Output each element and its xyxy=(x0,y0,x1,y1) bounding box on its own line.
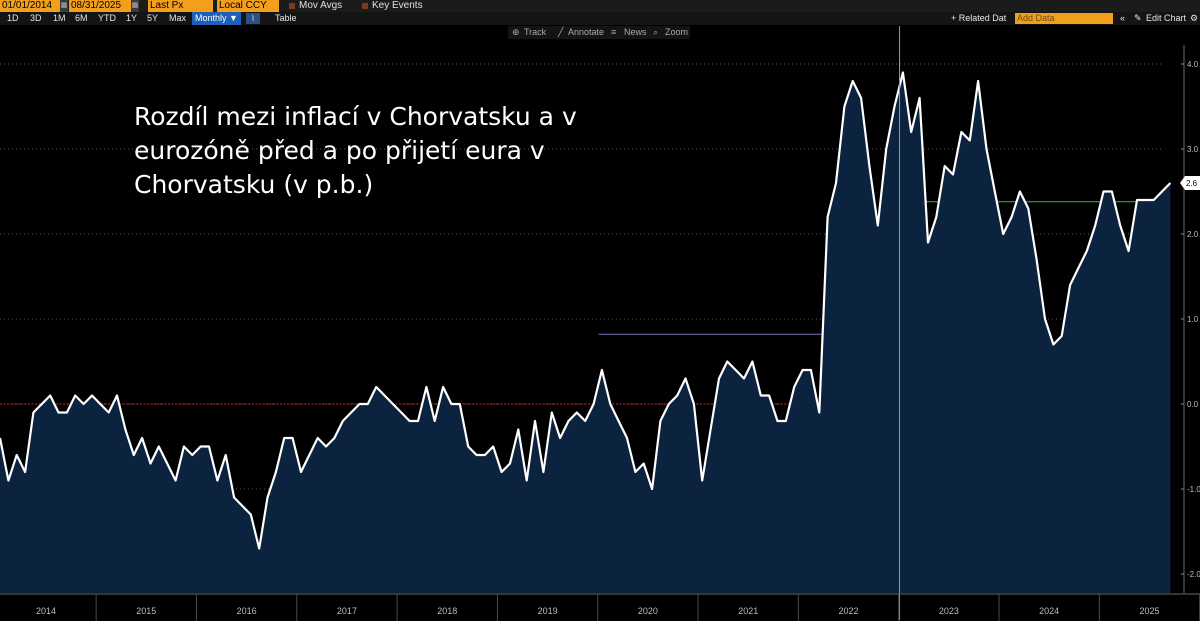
series-line xyxy=(0,71,1172,550)
frequency-select[interactable]: Monthly ▼ xyxy=(192,12,241,25)
period-6m-button[interactable]: 6M xyxy=(75,13,88,23)
series-area-fill xyxy=(0,72,1171,593)
x-tick-label: 2018 xyxy=(437,606,457,616)
end-date-field[interactable]: 08/31/2025 xyxy=(69,0,131,12)
news-icon: ≡ xyxy=(611,27,617,37)
end-date-dropdown-icon[interactable]: ▦ xyxy=(131,0,139,12)
top-toolbar: 01/01/2014 ▦ 08/31/2025 ▦ Last Px Local … xyxy=(0,0,1200,12)
y-tick-label: 2.0 xyxy=(1187,230,1199,239)
x-axis: 2014 2015 2016 2017 2018 2019 2020 2021 2022 2023… xyxy=(0,593,1200,621)
annotate-icon: ╱ xyxy=(558,27,564,37)
last-value-badge xyxy=(1180,176,1200,190)
x-tick-label: 2017 xyxy=(337,606,357,616)
settings-gear-icon[interactable]: ⚙ xyxy=(1190,13,1199,23)
zoom-button[interactable]: Zoom xyxy=(665,27,689,37)
mov-avgs-icon xyxy=(289,3,295,9)
key-events-icon xyxy=(362,3,368,9)
collapse-icon[interactable]: « xyxy=(1120,13,1126,23)
y-tick-label: -2.0 xyxy=(1187,570,1200,579)
news-button[interactable]: News xyxy=(624,27,647,37)
track-icon: ⊕ xyxy=(512,27,520,37)
period-1m-button[interactable]: 1M xyxy=(53,13,66,23)
price-field-select[interactable]: Last Px xyxy=(148,0,213,12)
edit-chart-button[interactable]: Edit Chart xyxy=(1146,13,1187,23)
currency-select[interactable]: Local CCY xyxy=(217,0,279,12)
edit-chart-icon[interactable]: ✎ xyxy=(1134,13,1142,23)
period-ytd-button[interactable]: YTD xyxy=(98,13,116,23)
y-tick-label: 4.0 xyxy=(1187,60,1199,69)
add-data-input[interactable]: Add Data xyxy=(1015,13,1113,24)
last-value-text: 2.6 xyxy=(1186,179,1198,188)
start-date-dropdown-icon[interactable]: ▦ xyxy=(60,0,68,12)
mov-avgs-button[interactable]: Mov Avgs xyxy=(299,0,343,11)
period-1y-button[interactable]: 1Y xyxy=(126,13,138,23)
zoom-icon: ⌕ xyxy=(653,27,659,37)
y-tick-label: 3.0 xyxy=(1187,145,1199,154)
y-tick-label: -1.0 xyxy=(1187,485,1200,494)
x-tick-label: 2015 xyxy=(136,606,156,616)
y-axis: -2.0 -1.0 0.0 1.0 2.0 3.0 4.0 xyxy=(1181,45,1200,593)
period-1d-button[interactable]: 1D xyxy=(7,13,19,23)
table-button[interactable]: Table xyxy=(275,13,297,23)
chart-tools-bar: ⊕ Track ╱ Annotate ≡ News ⌕ Zoom xyxy=(508,26,690,39)
x-tick-label: 2025 xyxy=(1139,606,1159,616)
x-tick-label: 2024 xyxy=(1039,606,1059,616)
chart-type-icon[interactable]: ⌇ xyxy=(246,13,260,24)
x-tick-label: 2023 xyxy=(939,606,959,616)
x-tick-label: 2022 xyxy=(839,606,859,616)
x-tick-label: 2020 xyxy=(638,606,658,616)
x-tick-label: 2019 xyxy=(538,606,558,616)
period-5y-button[interactable]: 5Y xyxy=(147,13,159,23)
start-date-field[interactable]: 01/01/2014 xyxy=(0,0,60,12)
last-value-label: 2.6 xyxy=(1180,176,1200,190)
y-tick-label: 1.0 xyxy=(1187,315,1199,324)
key-events-button[interactable]: Key Events xyxy=(372,0,423,11)
period-toolbar: 1D 3D 1M 6M YTD 1Y 5Y Max Monthly ▼ ⌇ Ta… xyxy=(0,12,1200,25)
annotate-button[interactable]: Annotate xyxy=(568,27,605,37)
y-tick-label: 0.0 xyxy=(1187,400,1199,409)
period-3d-button[interactable]: 3D xyxy=(30,13,42,23)
track-button[interactable]: Track xyxy=(524,27,547,37)
chart-title: Rozdíl mezi inflací v Chorvatsku a v eur… xyxy=(134,102,577,199)
related-data-button[interactable]: + Related Dat xyxy=(951,13,1007,23)
x-tick-label: 2016 xyxy=(237,606,257,616)
x-tick-label: 2021 xyxy=(738,606,758,616)
period-max-button[interactable]: Max xyxy=(169,13,187,23)
x-tick-label: 2014 xyxy=(36,606,56,616)
